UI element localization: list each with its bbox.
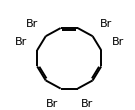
Text: Br: Br bbox=[100, 19, 112, 29]
Text: Br: Br bbox=[15, 38, 27, 48]
Text: Br: Br bbox=[80, 99, 93, 109]
Text: Br: Br bbox=[111, 38, 124, 48]
Text: Br: Br bbox=[46, 99, 58, 109]
Text: Br: Br bbox=[26, 19, 38, 29]
